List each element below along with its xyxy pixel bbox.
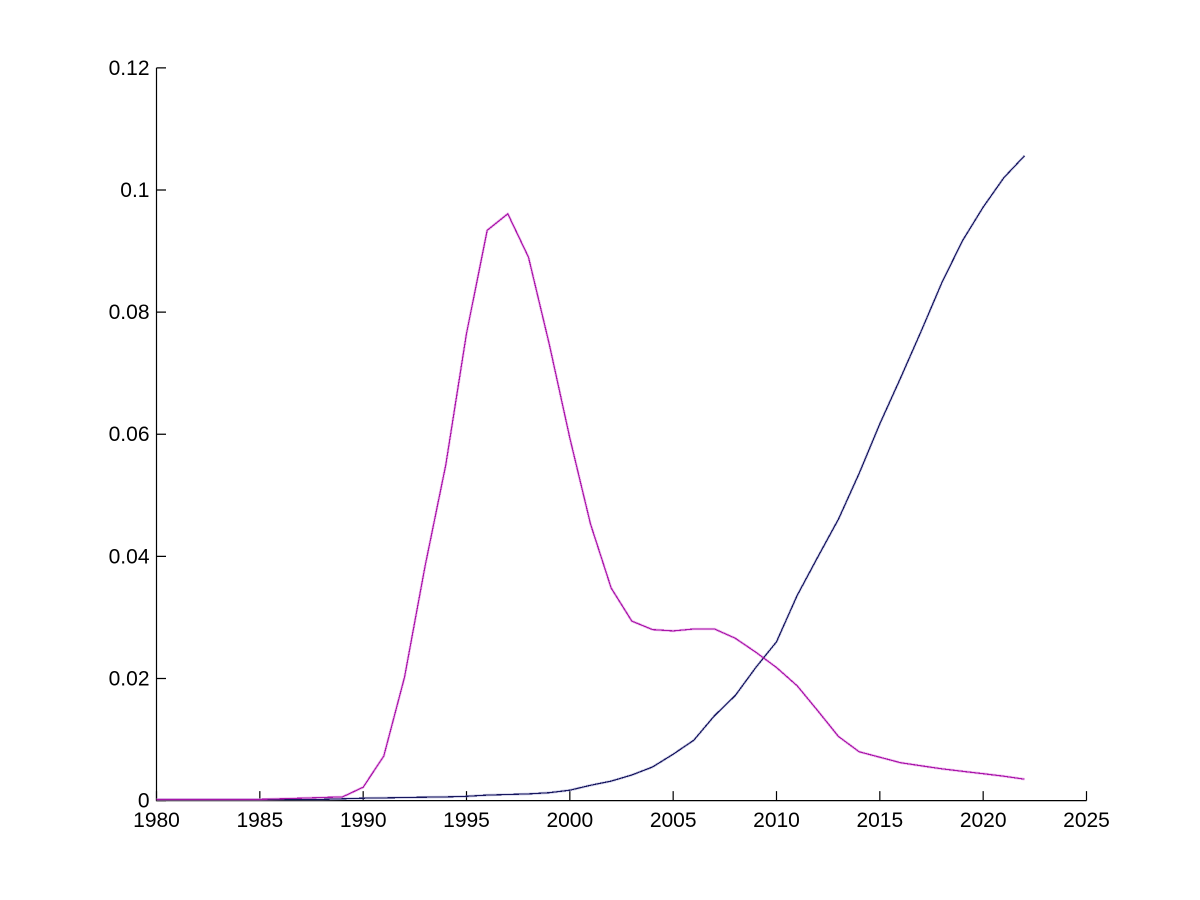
svg-text:2025: 2025 <box>1063 809 1110 832</box>
svg-text:1990: 1990 <box>340 809 387 832</box>
svg-text:1995: 1995 <box>443 809 490 832</box>
svg-text:2020: 2020 <box>960 809 1007 832</box>
svg-text:0.08: 0.08 <box>109 301 150 324</box>
svg-text:2015: 2015 <box>856 809 903 832</box>
svg-text:0.02: 0.02 <box>109 668 150 691</box>
svg-text:0: 0 <box>138 790 150 813</box>
svg-text:2000: 2000 <box>546 809 593 832</box>
svg-text:0.04: 0.04 <box>109 545 150 568</box>
svg-text:0.1: 0.1 <box>120 179 149 202</box>
svg-text:0.06: 0.06 <box>109 423 150 446</box>
svg-text:2005: 2005 <box>650 809 697 832</box>
svg-text:1980: 1980 <box>133 809 180 832</box>
svg-text:2010: 2010 <box>753 809 800 832</box>
svg-text:0.12: 0.12 <box>109 57 150 80</box>
svg-text:1985: 1985 <box>236 809 283 832</box>
